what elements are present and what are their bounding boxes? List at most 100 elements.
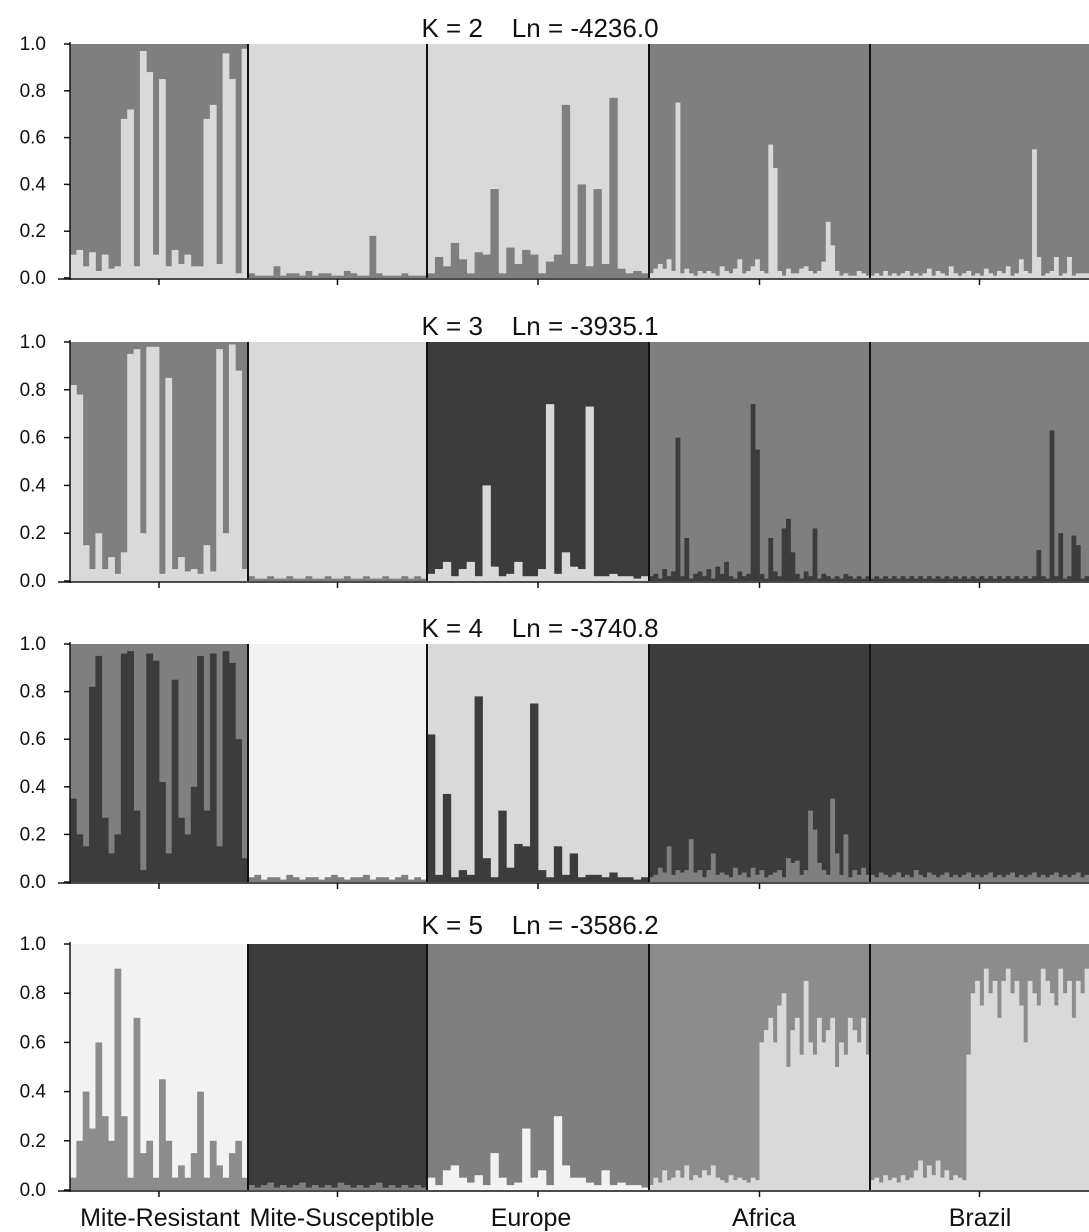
individual-bar: [940, 273, 945, 278]
individual-bar: [474, 696, 483, 882]
individual-bar: [1045, 273, 1050, 278]
individual-bar: [216, 263, 223, 278]
individual-bar: [887, 877, 893, 882]
individual-bar: [369, 879, 377, 882]
individual-bar: [369, 235, 377, 278]
individual-bar: [922, 1177, 928, 1190]
individual-bar: [790, 273, 796, 278]
individual-bar: [609, 97, 618, 278]
group-mite-resistant: [70, 944, 249, 1190]
individual-bar: [957, 877, 963, 882]
individual-bar: [165, 266, 173, 278]
individual-bar: [490, 566, 499, 581]
individual-bar: [553, 1116, 563, 1190]
individual-bar: [279, 275, 287, 278]
individual-bar: [324, 576, 332, 581]
individual-bar: [1027, 980, 1033, 1190]
individual-bar: [1049, 270, 1055, 278]
individual-bar: [331, 874, 338, 882]
individual-bar: [286, 576, 294, 581]
individual-bar: [684, 1165, 690, 1190]
group-mite-susceptible: [248, 944, 428, 1190]
individual-bar: [957, 1177, 963, 1190]
individual-bar: [1018, 578, 1024, 581]
individual-bar: [120, 1116, 128, 1190]
individual-bar: [382, 275, 390, 278]
individual-bar: [254, 275, 262, 278]
group-brazil: [870, 644, 1089, 882]
individual-bar: [1014, 877, 1020, 882]
individual-bar: [375, 578, 383, 581]
individual-bar: [649, 273, 654, 278]
group-europe: [427, 342, 650, 581]
individual-bar: [363, 576, 370, 581]
individual-bar: [1075, 980, 1081, 1190]
individual-bar: [1058, 877, 1064, 882]
individual-bar: [601, 877, 610, 882]
individual-bar: [1001, 578, 1007, 581]
y-tick-label: 0.4: [20, 475, 47, 496]
individual-bar: [585, 266, 594, 278]
individual-bar: [768, 537, 774, 581]
individual-bar: [617, 268, 626, 278]
individual-bar: [790, 862, 796, 882]
individual-bar: [794, 1017, 800, 1190]
individual-bar: [649, 877, 654, 882]
individual-bar: [356, 877, 364, 882]
individual-bar: [808, 1042, 813, 1190]
individual-bar: [273, 877, 281, 882]
individual-bar: [755, 874, 760, 882]
individual-bar: [414, 576, 421, 581]
individual-bar: [1058, 275, 1064, 278]
individual-bar: [688, 839, 694, 882]
individual-bar: [870, 1180, 875, 1190]
individual-bar: [657, 1182, 663, 1190]
panel-k4-title: K = 4 Ln = -3740.8: [421, 613, 658, 643]
individual-bar: [1071, 275, 1077, 278]
individual-bar: [458, 1177, 468, 1190]
individual-bar: [697, 1177, 703, 1190]
individual-bar: [909, 275, 915, 278]
panel-k2-title: K = 2 Ln = -4236.0: [421, 13, 658, 43]
individual-bar: [388, 879, 396, 882]
individual-bar: [1053, 256, 1059, 278]
group-africa: [649, 944, 871, 1190]
individual-bar: [414, 1185, 421, 1190]
individual-bar: [203, 1177, 211, 1190]
individual-bar: [178, 557, 185, 581]
individual-bar: [490, 877, 499, 882]
individual-bar: [966, 1054, 972, 1190]
individual-bar: [1023, 877, 1029, 882]
individual-bar: [553, 573, 563, 581]
individual-bar: [139, 533, 147, 581]
individual-bar: [1080, 578, 1086, 581]
group-mite-resistant: [70, 44, 249, 279]
individual-bar: [825, 1030, 831, 1190]
individual-bar: [983, 968, 989, 1190]
individual-bar: [498, 1177, 507, 1190]
individual-bar: [702, 877, 707, 882]
individual-bar: [625, 1185, 634, 1190]
individual-bar: [241, 569, 249, 581]
individual-bar: [931, 578, 937, 581]
individual-bar: [538, 1170, 547, 1190]
individual-bar: [861, 1017, 866, 1190]
y-tick-label: 0.0: [20, 1180, 46, 1201]
individual-bar: [746, 877, 752, 882]
individual-bar: [719, 573, 725, 581]
individual-bar: [847, 576, 853, 581]
individual-bar: [905, 578, 910, 581]
individual-bar: [538, 870, 547, 882]
individual-bar: [292, 578, 300, 581]
individual-bar: [763, 877, 769, 882]
group-background: [248, 342, 427, 581]
individual-bar: [931, 275, 937, 278]
y-tick-label: 0.0: [20, 872, 46, 893]
population-labels: Mite-Resistant Mite-Susceptible Europe A…: [80, 1204, 1011, 1232]
individual-bar: [388, 1185, 396, 1190]
individual-bar: [997, 1017, 1002, 1190]
individual-bar: [553, 846, 563, 882]
y-tick-label: 0.8: [20, 983, 46, 1004]
individual-bar: [1018, 874, 1024, 882]
individual-bar: [777, 576, 782, 581]
